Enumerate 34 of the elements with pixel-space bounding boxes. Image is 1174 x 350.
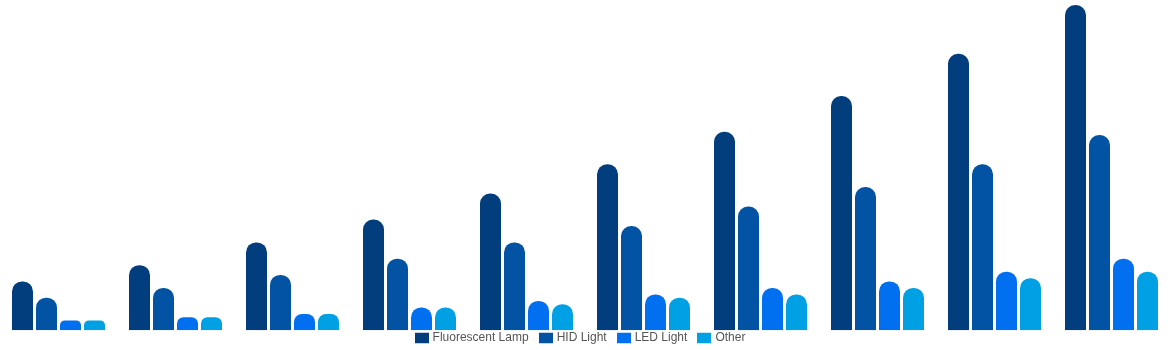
bar — [60, 320, 81, 331]
bar — [1065, 5, 1086, 331]
bar — [129, 265, 150, 331]
bar — [645, 294, 666, 331]
bar — [84, 320, 105, 331]
bar — [246, 242, 267, 331]
bar — [1020, 278, 1041, 331]
bar — [153, 287, 174, 331]
bar — [1089, 135, 1110, 331]
bar — [387, 258, 408, 331]
bar — [855, 187, 876, 331]
bar — [738, 206, 759, 331]
bar — [903, 287, 924, 331]
legend-label: LED Light — [634, 330, 688, 345]
bar — [762, 287, 783, 331]
legend-label: HID Light — [556, 330, 607, 345]
bar — [12, 281, 33, 331]
bar — [270, 274, 291, 331]
bar — [786, 294, 807, 331]
bar — [996, 271, 1017, 331]
bar — [714, 131, 735, 331]
bar — [504, 242, 525, 331]
legend-label: Fluorescent Lamp — [432, 330, 529, 345]
bar — [480, 193, 501, 331]
bar — [948, 53, 969, 331]
bar — [363, 219, 384, 331]
bar — [1113, 258, 1134, 331]
bar — [597, 164, 618, 331]
bar — [831, 96, 852, 331]
bar — [1137, 271, 1158, 331]
legend-label: Other — [715, 330, 746, 345]
bar — [972, 164, 993, 331]
bar — [621, 226, 642, 331]
bar — [879, 281, 900, 331]
